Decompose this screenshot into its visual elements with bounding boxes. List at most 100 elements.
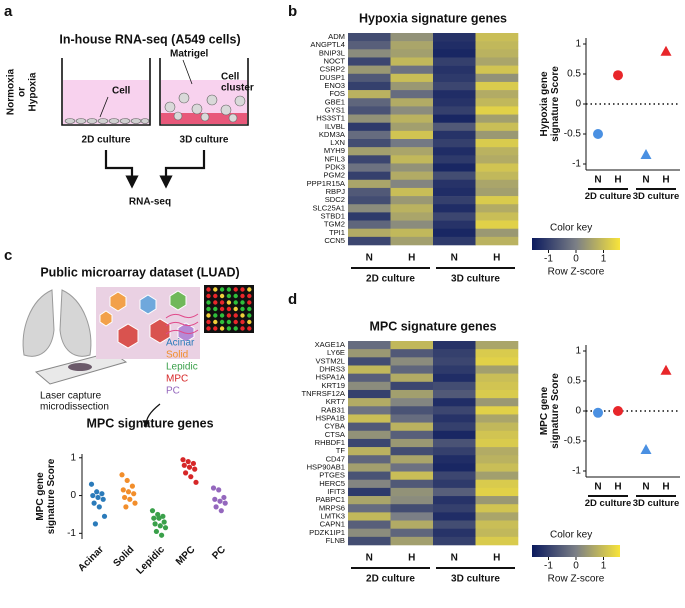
diagram-title: In-house RNA-seq (A549 cells) (59, 32, 240, 46)
heat-cell (475, 496, 519, 505)
point (180, 457, 186, 463)
heat-cell (475, 430, 519, 440)
heat-cell (475, 81, 519, 91)
heat-cell (348, 430, 391, 440)
column-label: H (493, 553, 500, 564)
column-label: H (493, 253, 500, 264)
arrow (159, 150, 206, 189)
heat-cell (390, 365, 434, 374)
heat-cell (433, 414, 476, 423)
array-spot (219, 326, 225, 331)
y-tick-label: 1 (575, 39, 581, 50)
point (221, 494, 227, 501)
heat-cell (390, 41, 434, 50)
method-label: Laser capture (40, 391, 102, 402)
point (660, 364, 672, 375)
heat-cell (390, 163, 434, 172)
array-spot (247, 293, 252, 299)
heat-cell (475, 122, 519, 132)
heat-cell (348, 65, 391, 75)
heat-cell (433, 81, 476, 91)
heat-cell (433, 179, 476, 189)
row-label: GYS1 (325, 105, 345, 114)
heat-cell (433, 204, 476, 213)
heat-cell (433, 430, 476, 440)
heat-cell (433, 90, 476, 99)
colorbar-tick-label: 1 (601, 254, 607, 265)
x-tick-label: N (594, 175, 601, 186)
heat-cell (475, 65, 519, 75)
point (152, 521, 158, 527)
array-spot (226, 300, 232, 305)
point (132, 500, 138, 506)
x-tick-label: N (642, 175, 649, 186)
y-label-line: signature Score (550, 373, 561, 449)
array-spot (247, 326, 252, 331)
heat-cell (390, 106, 434, 115)
row-label: ADM (328, 32, 345, 41)
array-spot (226, 319, 232, 325)
heat-cell (433, 349, 476, 358)
heat-cell (433, 447, 476, 456)
point (90, 492, 96, 499)
heat-cell (348, 389, 391, 399)
x-tick-label: MPC (174, 544, 198, 568)
heat-cell (348, 447, 391, 456)
point (216, 487, 222, 493)
group-label: 3D culture (632, 498, 680, 509)
heat-cell (433, 171, 476, 181)
point (212, 496, 218, 502)
colorbar-tick-label: 1 (601, 561, 607, 572)
heat-cell (348, 130, 391, 140)
array-spot (233, 326, 238, 331)
x-tick-label: Solid (111, 544, 136, 569)
row-label: TGM2 (324, 220, 345, 229)
heat-cell (433, 422, 476, 432)
row-label: IFIT3 (327, 487, 345, 496)
heat-cell (348, 163, 391, 172)
group-label: 3D culture (451, 574, 500, 585)
x-tick-label: H (662, 482, 669, 493)
cluster-label: Cell (221, 72, 240, 83)
heat-cell (475, 398, 519, 407)
heat-cell (348, 398, 391, 407)
subtype-label: Lepidic (166, 362, 198, 373)
row-label: MRPS6 (319, 503, 345, 512)
heat-cell (390, 447, 434, 456)
heat-cell (348, 357, 391, 366)
row-label: ILVBL (325, 122, 345, 131)
group-label: 2D culture (366, 574, 415, 585)
heat-cell (475, 171, 519, 181)
point (120, 487, 126, 493)
heat-cell (390, 114, 434, 123)
array-spot (219, 287, 225, 292)
heat-cell (475, 163, 519, 172)
heat-cell (348, 49, 391, 58)
subtype-label: Solid (166, 350, 188, 361)
heat-cell (475, 106, 519, 115)
heat-cell (475, 463, 519, 472)
array-spot (219, 300, 225, 305)
chart-title: MPC signature genes (86, 416, 213, 430)
y-label-line: MPC gene (539, 386, 550, 435)
array-spot (226, 313, 232, 318)
heat-cell (475, 49, 519, 58)
heat-cell (390, 212, 434, 221)
group-label-box: 2D culture (585, 191, 631, 202)
heat-cell (390, 147, 434, 156)
heat-cell (390, 57, 434, 66)
chart-title: Hypoxia signature genes (359, 11, 507, 25)
y-tick-label: 0 (575, 99, 581, 110)
point (153, 528, 159, 535)
point (151, 515, 157, 521)
array-spot (213, 287, 218, 292)
heat-cell (475, 520, 519, 529)
point (213, 504, 219, 510)
point (156, 515, 162, 521)
point (157, 523, 163, 529)
row-label: BNIP3L (319, 48, 345, 57)
heat-cell (348, 341, 391, 350)
heat-cell (433, 365, 476, 374)
heat-cell (390, 455, 434, 464)
colorbar-title: Color key (550, 530, 592, 541)
